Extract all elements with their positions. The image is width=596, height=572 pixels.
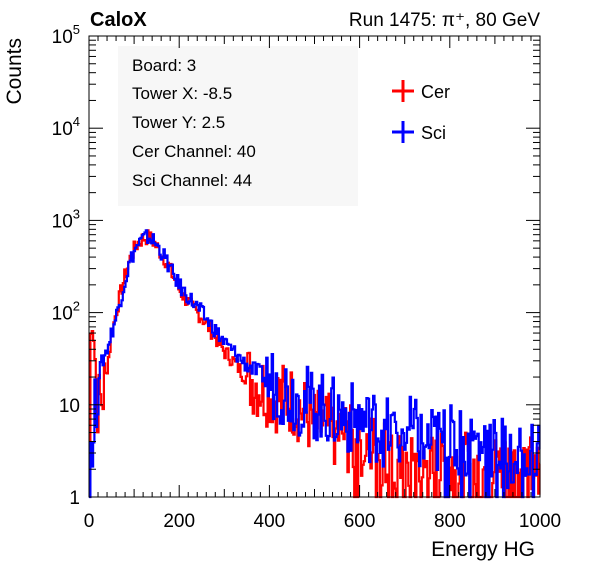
- chart-brand-title: CaloX: [90, 9, 147, 31]
- x-tick-label: 800: [434, 511, 466, 532]
- x-tick-label: 1000: [519, 511, 561, 532]
- info-board: Board: 3: [132, 56, 196, 75]
- info-cer-channel: Cer Channel: 40: [132, 142, 256, 161]
- legend-cer-label: Cer: [421, 82, 450, 102]
- y-tick-label: 1: [69, 488, 80, 509]
- x-tick-label: 600: [344, 511, 376, 532]
- x-tick-label: 200: [163, 511, 195, 532]
- x-axis-tick-labels: 0 200 400 600 800 1000: [84, 511, 561, 532]
- y-tick-label: 105: [52, 22, 80, 48]
- legend-cer-marker: [392, 80, 414, 102]
- y-axis-tick-labels: 1 10 102 103 104 105: [52, 22, 80, 509]
- y-tick-label: 104: [52, 114, 80, 140]
- y-tick-label: 102: [52, 299, 80, 325]
- series-sci-line: [89, 229, 541, 499]
- legend-sci-label: Sci: [421, 123, 446, 143]
- y-axis-label: Counts: [3, 38, 26, 105]
- info-tower-x: Tower X: -8.5: [132, 84, 232, 103]
- legend-sci-marker: [392, 121, 414, 143]
- series-cer-line: [89, 229, 541, 499]
- x-tick-label: 0: [84, 511, 95, 532]
- info-sci-channel: Sci Channel: 44: [132, 171, 252, 190]
- y-axis-ticks: [89, 39, 540, 498]
- x-tick-label: 400: [254, 511, 286, 532]
- y-tick-label: 103: [52, 206, 80, 232]
- x-axis-label: Energy HG: [431, 538, 535, 561]
- x-axis-ticks: [88, 36, 541, 497]
- run-info-title: Run 1475: π⁺, 80 GeV: [349, 10, 540, 31]
- info-tower-y: Tower Y: 2.5: [132, 113, 225, 132]
- y-tick-label: 10: [59, 396, 80, 417]
- info-box: [118, 46, 358, 206]
- histogram-lines: [89, 229, 541, 499]
- legend: Cer Sci: [392, 80, 450, 143]
